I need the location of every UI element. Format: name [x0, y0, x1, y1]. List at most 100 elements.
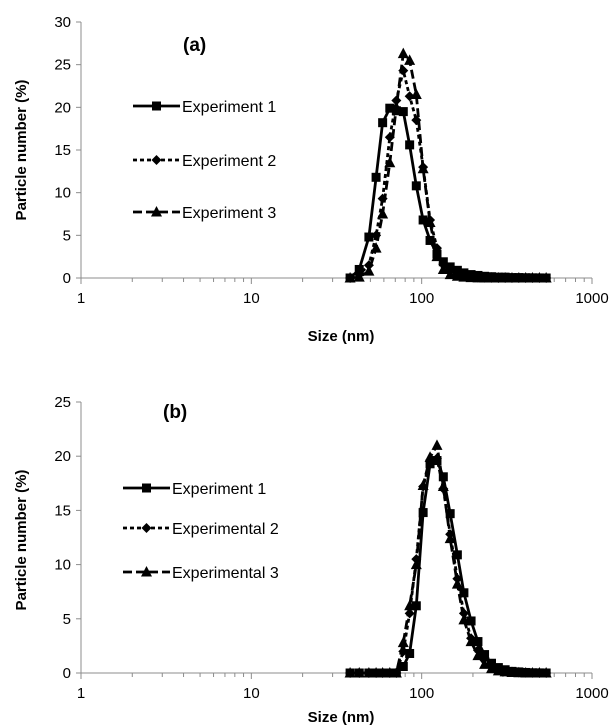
data-point — [492, 664, 504, 676]
legend-marker — [152, 101, 161, 111]
y-tick-label: 0 — [63, 665, 71, 682]
data-point — [424, 451, 436, 462]
data-point — [479, 272, 491, 283]
x-tick-label: 1 — [77, 290, 85, 307]
data-point — [506, 666, 518, 677]
data-point — [364, 232, 374, 242]
data-point — [444, 268, 456, 280]
series-line — [350, 459, 547, 675]
data-point — [390, 667, 402, 678]
data-point — [411, 181, 421, 191]
data-point — [418, 215, 428, 225]
data-point — [499, 665, 511, 677]
x-axis-title-a: Size (nm) — [308, 328, 375, 345]
series-group-a — [344, 47, 552, 283]
legend-label-a-3: Experiment 3 — [182, 205, 276, 222]
data-point — [410, 558, 422, 570]
y-tick-label: 0 — [63, 270, 71, 287]
data-point — [466, 616, 476, 626]
series-group-b — [344, 439, 552, 678]
data-point — [398, 107, 408, 117]
data-point — [398, 661, 408, 671]
data-point — [417, 162, 429, 174]
data-point — [452, 550, 462, 560]
data-point — [465, 635, 477, 647]
x-tick-label: 1000 — [575, 685, 608, 702]
legend-label-b-1: Experiment 1 — [172, 481, 266, 498]
data-point — [411, 601, 421, 611]
panel-label-b: (b) — [163, 402, 187, 423]
data-point — [417, 479, 429, 490]
series-a-1 — [345, 103, 551, 283]
legend-label-b-2: Experimental 2 — [172, 521, 279, 538]
data-point — [424, 216, 436, 228]
series-line — [350, 443, 547, 675]
y-tick-label: 20 — [54, 448, 71, 465]
chart-panel-b: (b) Particle number (%) Size (nm) 0 5 10 15… — [13, 394, 609, 726]
data-point — [451, 270, 463, 281]
x-tick-label: 100 — [409, 685, 434, 702]
data-point — [405, 648, 415, 658]
data-point — [353, 271, 365, 282]
x-tick-label: 1000 — [575, 290, 608, 307]
x-tick-label: 10 — [243, 290, 260, 307]
legend-label-a-2: Experiment 2 — [182, 153, 276, 170]
data-point — [397, 636, 409, 648]
data-point — [377, 667, 389, 678]
data-point — [385, 103, 395, 113]
data-point — [472, 649, 484, 661]
data-point — [473, 637, 483, 647]
legend-marker — [151, 206, 162, 217]
axes-b: 0 5 10 15 20 25 1 10 100 1000 — [54, 394, 608, 702]
legend-b: Experiment 1 Experimental 2 Experimental… — [123, 481, 279, 582]
data-point — [479, 658, 491, 669]
y-tick-label: 5 — [63, 611, 71, 628]
data-point — [459, 588, 469, 598]
y-tick-label: 30 — [54, 14, 71, 31]
data-point — [371, 172, 381, 182]
legend-marker — [141, 566, 152, 577]
data-point — [438, 472, 448, 482]
chart-panel-a: (a) Particle number (%) Size (nm) 0 5 10 15… — [13, 14, 609, 345]
legend-label-b-3: Experimental 3 — [172, 565, 279, 582]
data-point — [431, 250, 443, 262]
y-tick-label: 5 — [63, 227, 71, 244]
data-point — [410, 88, 422, 100]
data-point — [404, 54, 416, 65]
data-point — [425, 235, 435, 245]
data-point — [465, 271, 477, 283]
legend-marker — [142, 483, 151, 493]
data-point — [540, 667, 552, 678]
data-point — [526, 272, 538, 283]
y-tick-label: 15 — [54, 142, 71, 159]
data-point — [540, 272, 552, 283]
data-point — [513, 666, 525, 678]
x-tick-label: 1 — [77, 685, 85, 702]
y-tick-label: 20 — [54, 99, 71, 116]
data-point — [405, 140, 415, 150]
data-point — [444, 532, 456, 544]
data-point — [378, 118, 388, 128]
y-tick-label: 10 — [54, 185, 71, 202]
data-point — [431, 439, 443, 450]
y-tick-label: 10 — [54, 557, 71, 574]
data-point — [363, 667, 375, 678]
y-tick-label: 15 — [54, 502, 71, 519]
data-point — [354, 264, 364, 274]
y-tick-label: 25 — [54, 57, 71, 74]
data-point — [390, 101, 402, 112]
data-point — [458, 613, 470, 625]
data-point — [363, 265, 375, 276]
data-point — [344, 272, 356, 283]
x-tick-label: 100 — [409, 290, 434, 307]
x-axis-title-b: Size (nm) — [308, 709, 375, 726]
x-tick-label: 10 — [243, 685, 260, 702]
axes-a: 0 5 10 15 20 25 30 1 10 100 1000 — [54, 14, 608, 307]
series-b-1 — [345, 456, 551, 678]
panel-label-a: (a) — [183, 35, 206, 56]
y-axis-title-b: Particle number (%) — [13, 470, 30, 611]
data-point — [370, 242, 382, 253]
series-b-3 — [344, 439, 552, 678]
data-point — [397, 47, 409, 59]
